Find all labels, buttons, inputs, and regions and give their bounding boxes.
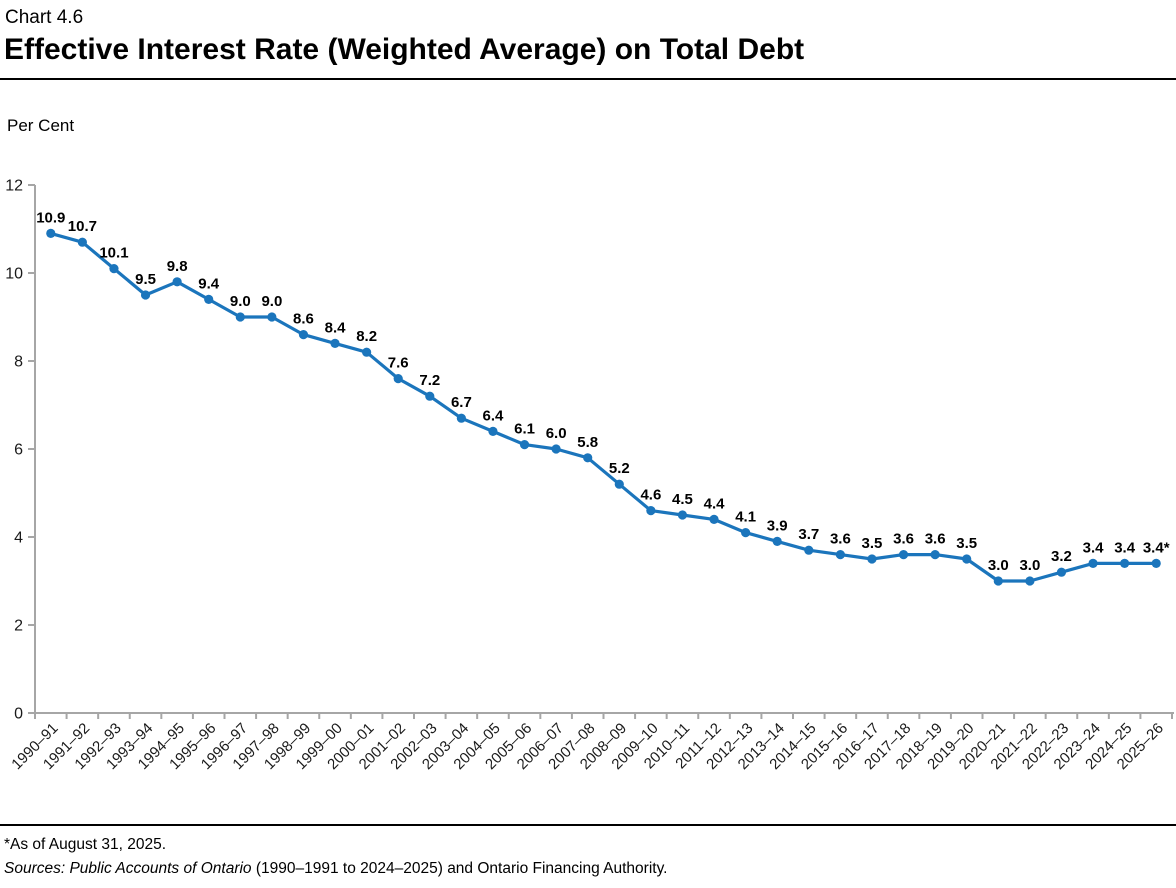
line-chart: 0246810121990–911991–921992–931993–94199… (5, 178, 1174, 773)
data-point-label: 3.2 (1051, 548, 1072, 565)
data-point-label: 8.6 (293, 311, 314, 328)
data-point (1025, 576, 1035, 586)
title-divider (0, 78, 1176, 80)
data-point-label: 10.1 (99, 245, 128, 262)
chart-number: Chart 4.6 (5, 7, 84, 28)
data-point-label: 3.0 (1019, 557, 1040, 574)
data-point (646, 506, 656, 516)
data-point (1151, 558, 1161, 568)
footer-divider (0, 824, 1176, 826)
data-point (172, 277, 182, 287)
data-point (930, 550, 940, 560)
data-point-label: 5.2 (609, 460, 630, 477)
data-point (456, 413, 466, 423)
data-point (393, 374, 403, 384)
data-point (962, 554, 972, 564)
data-point-label: 9.0 (261, 293, 282, 310)
data-point (1120, 558, 1130, 568)
footnote-sources: Sources: Public Accounts of Ontario (199… (4, 857, 667, 881)
data-point-label: 4.6 (640, 487, 661, 504)
data-point-label: 6.7 (451, 394, 472, 411)
data-point (583, 453, 593, 463)
y-tick-label: 0 (14, 706, 23, 723)
data-point-label: 3.4 (1114, 539, 1136, 556)
data-point (109, 264, 119, 274)
y-tick-label: 2 (14, 618, 23, 635)
data-point-label: 3.7 (798, 526, 819, 543)
data-point (677, 510, 688, 520)
data-point (77, 237, 87, 247)
y-axis-unit-label: Per Cent (7, 116, 75, 135)
data-point-label: 9.5 (135, 271, 156, 288)
data-point-label: 6.4 (483, 407, 505, 424)
data-point (804, 545, 814, 555)
data-point-label: 8.2 (356, 328, 377, 345)
data-point-label: 10.9 (36, 209, 65, 226)
data-point (867, 554, 877, 564)
data-point-label: 3.6 (830, 531, 851, 548)
footnote-sources-regular: (1990–1991 to 2024–2025) and Ontario Fin… (251, 860, 668, 877)
data-point-label: 4.1 (735, 509, 756, 526)
y-tick-label: 6 (14, 442, 23, 459)
data-point-label: 7.2 (419, 372, 440, 389)
data-point-label: 9.0 (230, 293, 251, 310)
footnotes: *As of August 31, 2025. Sources: Public … (4, 833, 667, 881)
data-point (993, 576, 1003, 586)
data-point-label: 6.0 (546, 425, 567, 442)
data-point-label: 3.6 (893, 531, 914, 548)
data-point (709, 514, 719, 524)
data-point-label: 9.8 (167, 258, 188, 275)
data-point (425, 391, 435, 401)
data-point (551, 444, 561, 454)
data-point (614, 479, 624, 489)
y-tick-label: 12 (5, 178, 23, 195)
data-point-label: 4.4 (704, 495, 726, 512)
data-point-label: 5.8 (577, 434, 598, 451)
data-point (1056, 567, 1067, 577)
data-point (298, 330, 309, 340)
data-point (235, 312, 245, 322)
y-tick-label: 8 (14, 354, 23, 371)
footnote-sources-italic: Sources: Public Accounts of Ontario (4, 860, 252, 877)
data-point (488, 426, 498, 436)
data-point-label: 3.0 (988, 557, 1009, 574)
data-point-label: 4.5 (672, 491, 693, 508)
data-point-label: 3.4* (1143, 539, 1170, 556)
data-point-label: 8.4 (325, 319, 347, 336)
data-point (46, 228, 56, 238)
data-point-label: 10.7 (68, 218, 97, 235)
data-point-label: 3.5 (956, 535, 977, 552)
data-point (835, 550, 845, 560)
data-point (741, 528, 751, 538)
series-line (49, 231, 1158, 583)
data-point-label: 9.4 (198, 275, 220, 292)
data-point (267, 312, 277, 322)
y-tick-label: 4 (14, 530, 23, 547)
data-point (204, 294, 214, 304)
data-point-label: 3.5 (862, 535, 883, 552)
data-point (140, 290, 151, 300)
data-point (519, 440, 530, 450)
data-point-label: 3.9 (767, 517, 788, 534)
data-point (362, 347, 372, 357)
data-point-label: 3.4 (1083, 539, 1105, 556)
data-point (772, 536, 782, 546)
y-tick-label: 10 (5, 266, 23, 283)
data-point (898, 550, 909, 560)
data-point-label: 3.6 (925, 531, 946, 548)
data-point (330, 338, 340, 348)
data-point-label: 7.6 (388, 355, 409, 372)
chart-title: Effective Interest Rate (Weighted Averag… (4, 33, 805, 66)
footnote-asterisk: *As of August 31, 2025. (4, 836, 167, 853)
data-point (1088, 558, 1098, 568)
data-point-label: 6.1 (514, 421, 535, 438)
